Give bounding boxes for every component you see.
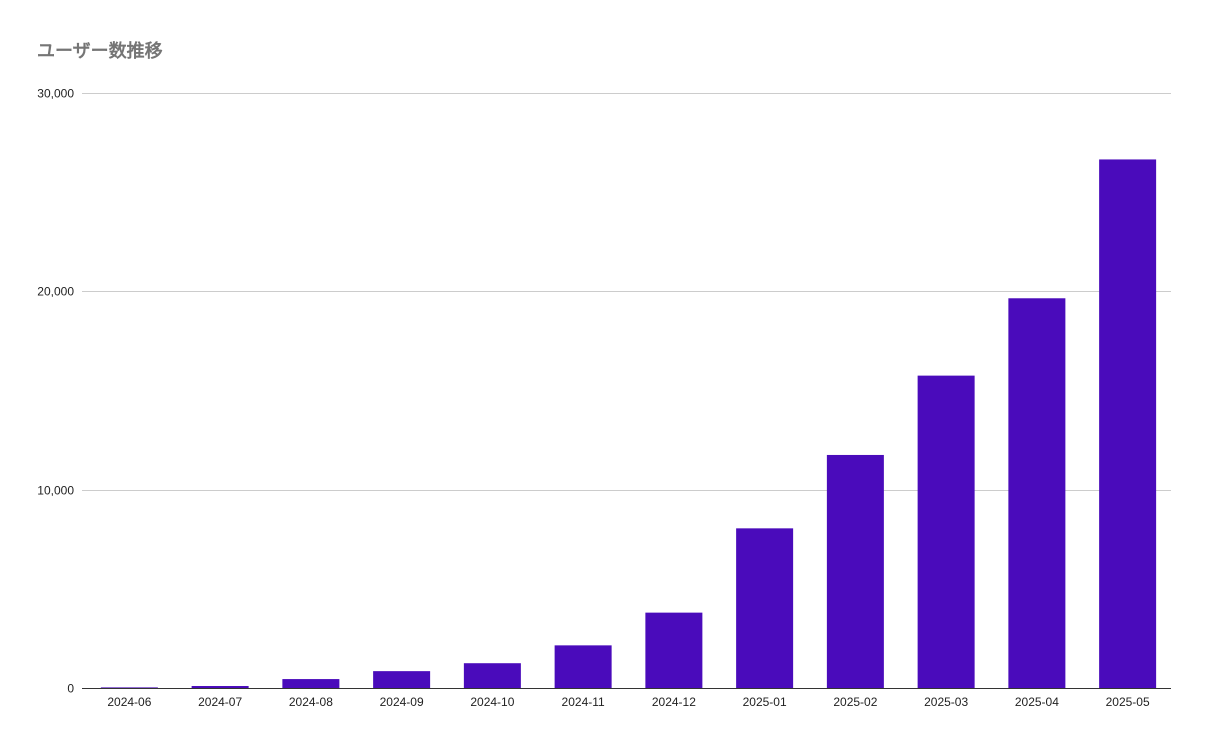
bar — [463, 663, 521, 688]
y-tick-label: 30,000 — [37, 87, 74, 101]
x-tick-label: 2024-06 — [107, 695, 151, 709]
bar — [1099, 159, 1157, 689]
x-tick-label: 2024-09 — [380, 695, 424, 709]
y-tick-label: 0 — [67, 682, 74, 696]
bar — [645, 612, 703, 688]
x-tick-label: 2024-08 — [289, 695, 333, 709]
x-tick-label: 2024-11 — [562, 695, 605, 709]
bar — [736, 528, 794, 688]
bar — [1008, 298, 1066, 688]
y-tick-label: 20,000 — [37, 285, 74, 299]
x-tick-label: 2025-05 — [1106, 695, 1150, 709]
axes: 0 10,000 20,000 30,000 2024-06 2024-07 2024-08… — [37, 87, 1171, 709]
bar — [100, 687, 158, 688]
x-tick-label: 2025-02 — [833, 695, 877, 709]
bar — [373, 671, 431, 688]
x-tick-label: 2025-03 — [924, 695, 968, 709]
x-tick-label: 2025-04 — [1015, 695, 1059, 709]
bar — [554, 645, 612, 688]
x-tick-label: 2024-12 — [652, 695, 696, 709]
bar — [917, 375, 975, 688]
x-tick-label: 2025-01 — [743, 695, 787, 709]
y-tick-label: 10,000 — [37, 484, 74, 498]
gridlines — [82, 93, 1171, 491]
chart-title: ユーザー数推移 — [37, 41, 163, 62]
bar — [282, 679, 340, 688]
x-tick-label: 2024-07 — [198, 695, 242, 709]
x-tick-label: 2024-10 — [470, 695, 514, 709]
bars — [100, 159, 1157, 689]
bar — [191, 686, 249, 688]
bar — [826, 454, 884, 688]
